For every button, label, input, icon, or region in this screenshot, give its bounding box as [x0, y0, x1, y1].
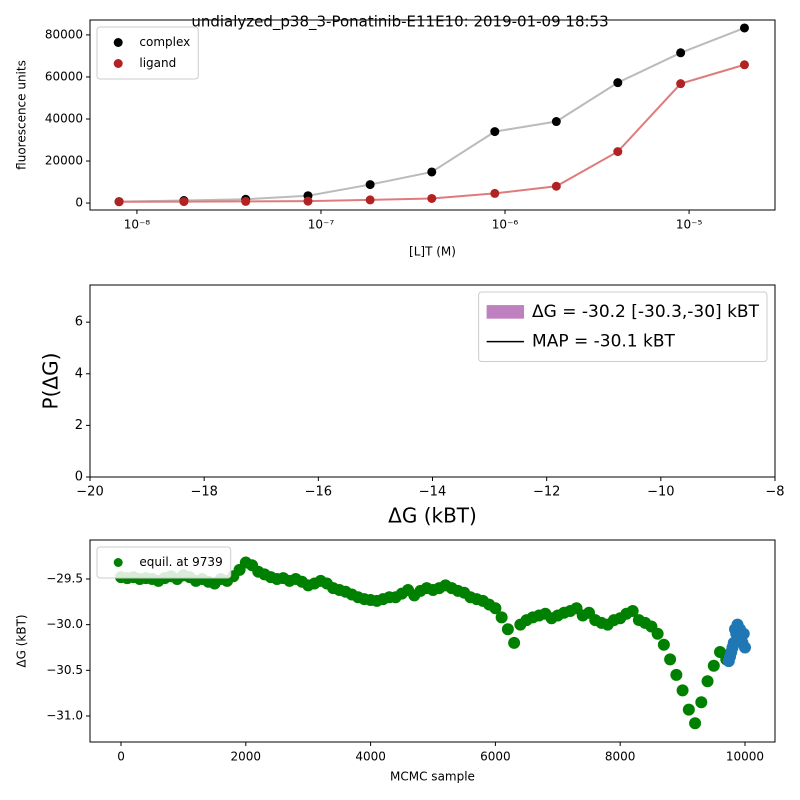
y-tick-label: 6 — [75, 315, 83, 330]
legend-label: complex — [139, 35, 190, 49]
y-tick-label: −30.5 — [46, 663, 83, 677]
y-axis-label: ΔG (kBT) — [15, 614, 29, 667]
x-axis-label: MCMC sample — [390, 770, 475, 784]
data-point — [365, 195, 375, 205]
data-point — [241, 196, 251, 206]
legend-label: ΔG = -30.2 [-30.3,-30] kBT — [532, 302, 760, 322]
x-tick-label: 10⁻⁵ — [676, 218, 703, 232]
data-point — [676, 79, 686, 89]
data-point — [676, 48, 686, 58]
data-point — [676, 684, 689, 697]
legend-marker — [113, 38, 123, 47]
x-tick-label: 10⁻⁷ — [308, 218, 335, 232]
x-tick-label: 8000 — [605, 750, 636, 764]
plot-area — [115, 556, 751, 730]
data-point — [427, 193, 437, 203]
axes-frame — [89, 284, 776, 478]
data-point — [551, 181, 561, 191]
y-tick-label: 0 — [75, 196, 83, 210]
y-tick-label: 0 — [75, 470, 83, 485]
data-point — [695, 696, 708, 709]
legend-marker — [113, 558, 123, 567]
y-tick-label: 40000 — [45, 111, 83, 125]
x-tick-label: −16 — [305, 485, 332, 500]
axes-frame — [89, 539, 776, 743]
legend-patch — [486, 305, 525, 319]
x-axis-label: ΔG (kBT) — [388, 504, 477, 528]
y-axis-label: P(ΔG) — [39, 353, 63, 410]
y-tick-label: −31.0 — [46, 708, 83, 722]
data-point — [501, 623, 514, 636]
data-point — [508, 636, 521, 649]
legend-label: MAP = -30.1 kBT — [532, 332, 675, 352]
data-point — [738, 641, 751, 654]
x-tick-label: −14 — [419, 485, 446, 500]
legend-marker — [113, 59, 123, 68]
x-tick-label: −10 — [647, 485, 674, 500]
x-tick-label: 0 — [117, 750, 125, 764]
data-point — [490, 127, 500, 137]
x-tick-label: 2000 — [231, 750, 262, 764]
data-point — [613, 147, 623, 157]
plot-area — [114, 23, 749, 207]
legend-box — [96, 26, 199, 80]
y-tick-label: 20000 — [45, 154, 83, 168]
data-point — [114, 197, 124, 207]
data-point — [490, 188, 500, 198]
data-point — [303, 196, 313, 206]
data-point — [613, 78, 623, 88]
legend-label: equil. at 9739 — [139, 555, 222, 569]
figure-title: undialyzed_p38_3-Ponatinib-E11E10: 2019-… — [191, 13, 608, 32]
data-point — [682, 703, 695, 716]
x-tick-label: −12 — [533, 485, 560, 500]
x-axis-label: [L]T (M) — [409, 245, 456, 259]
x-tick-label: −20 — [76, 485, 103, 500]
data-point — [626, 604, 639, 617]
data-point — [489, 602, 502, 615]
legend-box — [96, 546, 232, 579]
data-point — [664, 653, 677, 666]
data-point — [651, 627, 664, 640]
legend-label: ligand — [139, 56, 176, 70]
y-tick-label: 2 — [75, 418, 83, 433]
data-point — [739, 60, 749, 70]
y-axis-label: fluorescence units — [15, 60, 29, 170]
legend: equil. at 9739 — [96, 546, 232, 579]
data-point — [179, 197, 189, 207]
y-tick-label: 4 — [75, 366, 83, 381]
x-tick-label: 4000 — [355, 750, 386, 764]
data-point — [495, 611, 508, 624]
x-tick-label: −18 — [190, 485, 217, 500]
data-point — [737, 627, 750, 640]
y-tick-label: 80000 — [45, 27, 83, 41]
data-point — [551, 117, 561, 127]
x-tick-label: 10000 — [726, 750, 764, 764]
data-point — [689, 717, 702, 730]
x-tick-label: 10⁻⁸ — [124, 218, 151, 232]
x-tick-label: 6000 — [480, 750, 511, 764]
x-tick-label: −8 — [765, 485, 784, 500]
y-tick-label: 60000 — [45, 69, 83, 83]
data-point — [739, 23, 749, 33]
data-point — [701, 675, 714, 688]
y-tick-label: −29.5 — [46, 571, 83, 585]
legend: ΔG = -30.2 [-30.3,-30] kBT MAP = -30.1 kB… — [478, 291, 768, 362]
legend: complex ligand — [96, 26, 199, 80]
x-tick-label: 10⁻⁶ — [492, 218, 519, 232]
legend-box — [478, 291, 768, 362]
data-point — [657, 638, 670, 651]
data-point — [365, 180, 375, 190]
y-tick-label: −30.0 — [46, 617, 83, 631]
data-point — [427, 167, 437, 177]
data-point — [707, 659, 720, 672]
data-point — [670, 668, 683, 681]
axes-frame — [89, 19, 776, 211]
